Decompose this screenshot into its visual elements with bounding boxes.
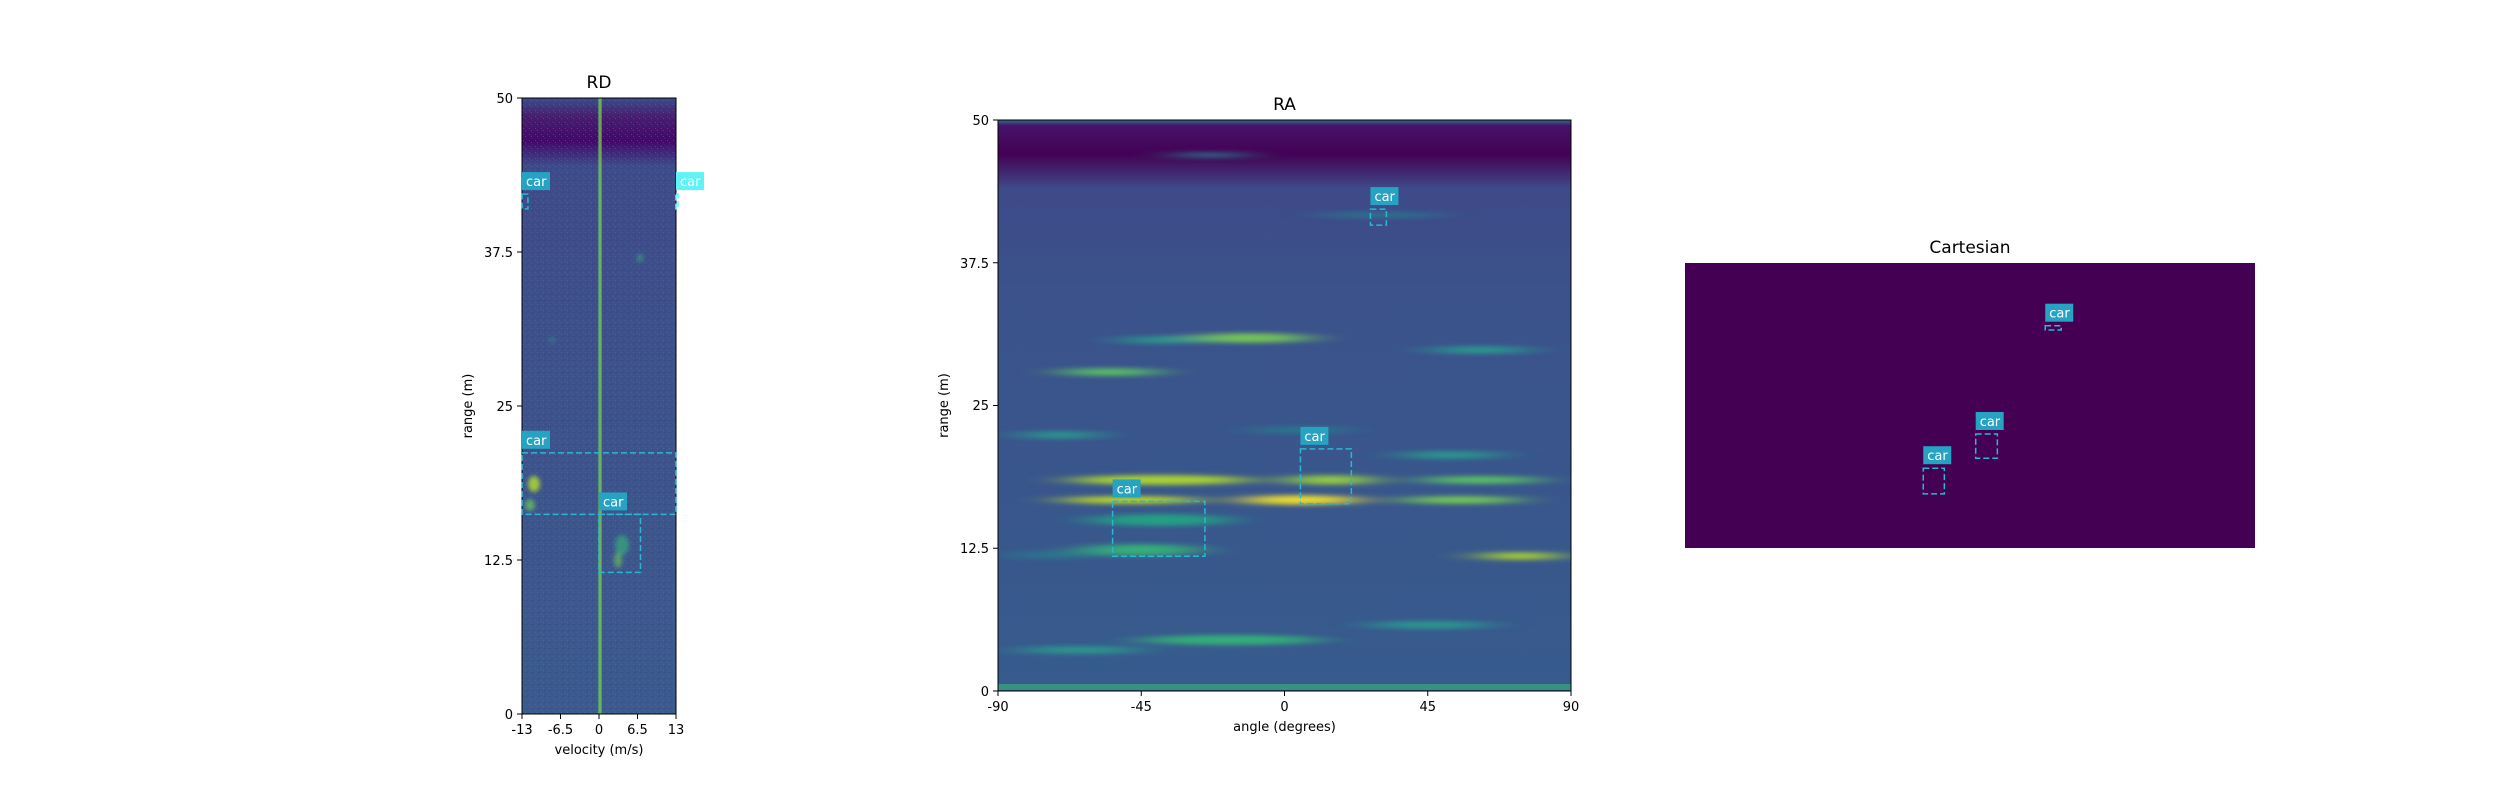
cartesian-title: Cartesian <box>1929 238 2010 258</box>
ra-heatmap <box>998 120 1571 691</box>
rd-ytick-label: 0 <box>505 708 513 723</box>
detection-label-bg <box>1975 412 2004 430</box>
detection-label: car <box>680 175 701 190</box>
rd-heatmap <box>522 98 676 714</box>
ra-xticks: -90 -45 0 45 90 <box>987 691 1579 715</box>
ra-xtick-label: -90 <box>987 700 1008 715</box>
ra-ylabel: range (m) <box>937 373 952 438</box>
rd-ytick-label: 50 <box>496 92 513 107</box>
detection-label-bg <box>2045 303 2074 322</box>
cartesian-box-layer: car car car <box>1922 303 2074 495</box>
ra-ytick-label: 37.5 <box>960 257 989 272</box>
detection-label: car <box>603 495 624 510</box>
ra-xtick-label: -45 <box>1131 700 1152 715</box>
detection-label-bg <box>522 172 550 191</box>
detection-label: car <box>526 434 547 449</box>
detection-label: car <box>2049 307 2070 322</box>
rd-box-layer: car car car car <box>521 172 704 574</box>
rd-ytick-label: 25 <box>496 400 513 415</box>
rd-title: RD <box>587 73 612 93</box>
ra-yticks: 50 37.5 25 12.5 0 <box>960 114 998 700</box>
rd-xlabel: velocity (m/s) <box>555 743 644 758</box>
detection-box <box>1111 500 1206 557</box>
rd-xtick-label: 13 <box>668 723 685 738</box>
ra-ytick-label: 0 <box>981 685 989 700</box>
detection-label-bg <box>676 172 704 191</box>
ra-ytick-label: 12.5 <box>960 542 989 557</box>
rd-xtick-label: 6.5 <box>627 723 648 738</box>
rd-ytick-label: 12.5 <box>484 554 513 569</box>
detection-label: car <box>1927 449 1948 464</box>
ra-ytick-label: 50 <box>972 114 989 129</box>
detection-label: car <box>526 175 547 190</box>
rd-xtick-label: -13 <box>511 723 532 738</box>
detection-box <box>521 193 529 210</box>
detection-label-bg <box>522 430 550 449</box>
ra-xtick-label: 45 <box>1419 700 1436 715</box>
detection-box <box>2044 324 2062 331</box>
detection-label-bg <box>1923 446 1952 465</box>
rd-xticks: -13 -6.5 0 6.5 13 <box>511 714 684 738</box>
detection-label: car <box>1304 430 1325 445</box>
detection-label-bg <box>1370 187 1399 206</box>
ra-box-layer: car car car <box>1111 187 1399 557</box>
detection-box <box>1299 448 1353 505</box>
detection-box <box>1974 433 1999 459</box>
detection-label-bg <box>1112 479 1141 498</box>
rd-yticks: 50 37.5 25 12.5 0 <box>484 92 522 723</box>
detection-box <box>1369 208 1388 226</box>
detection-box <box>598 513 642 574</box>
rd-ylabel: range (m) <box>461 374 476 439</box>
detection-label-bg <box>599 492 627 511</box>
cartesian-panel: Cartesian car car car <box>1685 238 2255 548</box>
detection-label: car <box>1980 415 2001 430</box>
detection-box <box>1922 467 1946 495</box>
cartesian-heatmap <box>1685 263 2255 548</box>
detection-label: car <box>1374 190 1395 205</box>
ra-xlabel: angle (degrees) <box>1233 720 1336 735</box>
rd-xtick-label: 0 <box>595 723 603 738</box>
rd-ytick-label: 37.5 <box>484 246 513 261</box>
ra-xtick-label: 90 <box>1563 700 1580 715</box>
ra-panel: RA <box>937 95 1579 735</box>
rd-panel: RD car car car car 50 37.5 <box>461 73 704 758</box>
detection-box <box>675 193 679 210</box>
rd-xtick-label: -6.5 <box>548 723 573 738</box>
ra-ytick-label: 25 <box>972 399 989 414</box>
detection-label-bg <box>1300 426 1329 445</box>
ra-xtick-label: 0 <box>1280 700 1288 715</box>
detection-label: car <box>1117 482 1138 497</box>
ra-title: RA <box>1273 95 1296 115</box>
